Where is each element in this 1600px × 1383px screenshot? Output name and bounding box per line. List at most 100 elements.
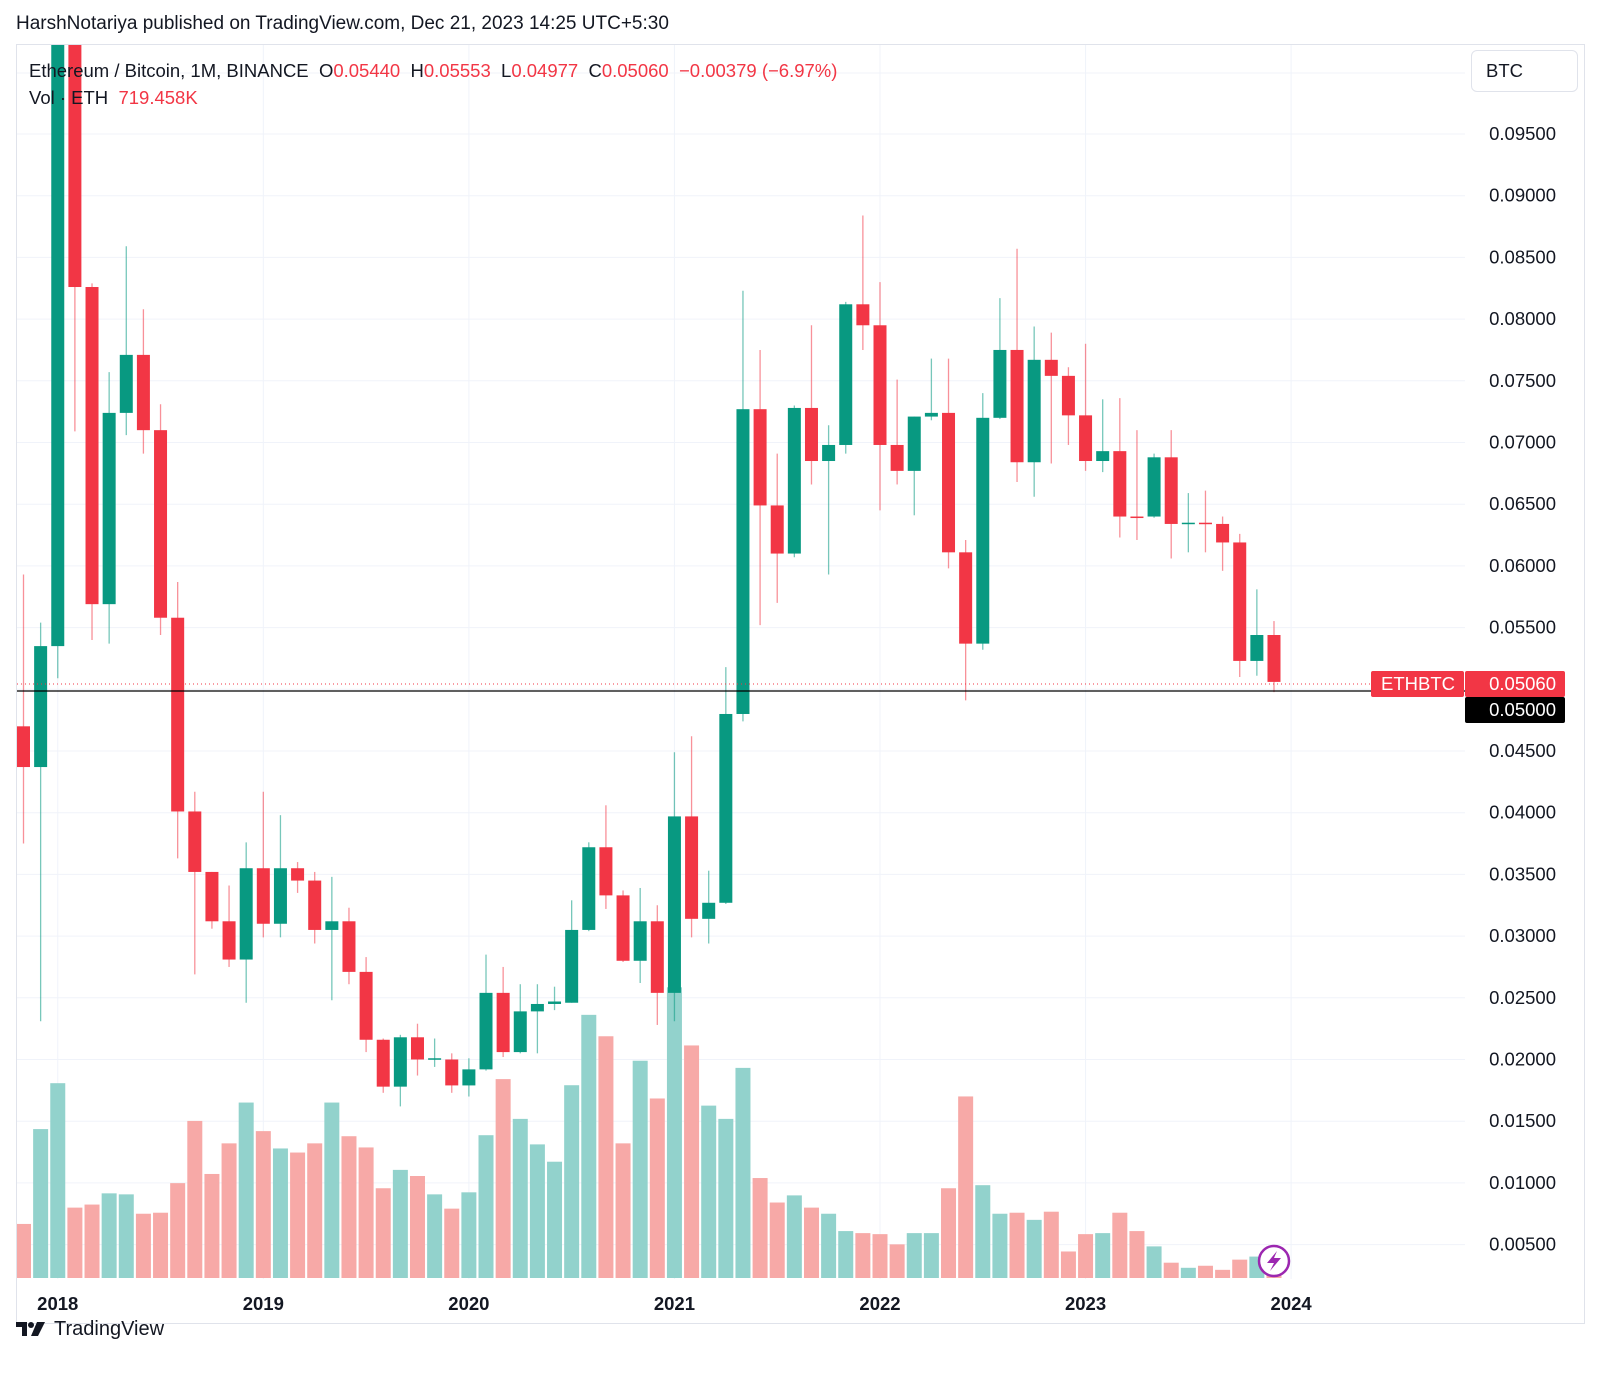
price-tick-label: 0.08000 (1489, 308, 1556, 329)
volume-bar (512, 1118, 528, 1278)
candle-body (188, 811, 202, 872)
tradingview-logo-icon (16, 1322, 45, 1336)
candle-body (582, 847, 596, 930)
time-tick-label: 2021 (654, 1293, 695, 1314)
volume-bar (409, 1176, 425, 1278)
volume-bar (1163, 1262, 1179, 1278)
candle-body (119, 354, 133, 413)
change-value: −0.00379 (−6.97%) (679, 60, 838, 81)
volume-bar (238, 1102, 254, 1278)
volume-bar (495, 1079, 511, 1278)
candle-body (839, 304, 853, 445)
volume-bar (786, 1195, 802, 1278)
candle-body (770, 505, 784, 554)
volume-bar (1026, 1219, 1042, 1278)
volume-label[interactable]: Vol · ETH (29, 87, 109, 108)
volume-bar (684, 1045, 700, 1278)
volume-bar (50, 1083, 66, 1278)
candle-body (376, 1039, 390, 1087)
volume-bar (272, 1148, 288, 1278)
volume-bar (649, 1098, 665, 1278)
volume-bar (1112, 1212, 1128, 1278)
volume-bar (461, 1192, 477, 1278)
volume-bar (427, 1194, 443, 1278)
candle-body (342, 921, 356, 972)
candle-body (1027, 359, 1041, 463)
open-label: O (318, 60, 334, 81)
candle-body (1216, 523, 1230, 543)
open-value: 0.05440 (333, 60, 401, 81)
candle-body (1113, 451, 1127, 517)
candle-body (256, 868, 270, 924)
candle-body (1096, 451, 1110, 462)
price-tick-label: 0.01500 (1489, 1110, 1556, 1131)
candle-body (822, 444, 836, 462)
candle-body (1147, 457, 1161, 517)
volume-bar (598, 1036, 614, 1278)
volume-bar (375, 1188, 391, 1278)
tradingview-brand: TradingView (54, 1317, 165, 1340)
candle-body (291, 868, 305, 881)
volume-bar (324, 1102, 340, 1278)
candle-body (959, 552, 973, 644)
candle-body (1198, 522, 1212, 525)
volume-bar (1197, 1265, 1213, 1278)
volume-bar (290, 1152, 306, 1278)
time-tick-label: 2019 (243, 1293, 284, 1314)
lightning-icon[interactable] (1257, 1244, 1291, 1278)
last-price-tag: 0.05060 (1465, 671, 1565, 697)
chart-frame[interactable] (16, 44, 1585, 1324)
volume-bar (135, 1213, 151, 1278)
candle-body (736, 409, 750, 714)
candle-body (530, 1003, 544, 1012)
volume-bar (923, 1233, 939, 1278)
volume-bar (170, 1183, 186, 1278)
price-axis: 0.09500 0.09000 0.08500 0.08000 0.07500 0.070… (1489, 123, 1556, 1255)
volume-bar (615, 1143, 631, 1278)
volume-bar (478, 1135, 494, 1278)
volume-bar (204, 1173, 220, 1278)
volume-bar (838, 1231, 854, 1278)
volume-bar (33, 1129, 49, 1278)
candle-body (753, 409, 767, 506)
volume-bar (821, 1213, 837, 1278)
price-tick-label: 0.03500 (1489, 863, 1556, 884)
candle-body (1250, 635, 1264, 661)
candle-body (136, 354, 150, 431)
candle-body (1079, 415, 1093, 462)
volume-bar (564, 1085, 580, 1278)
volume-bar (889, 1244, 905, 1278)
candle-body (51, 45, 65, 647)
price-tick-label: 0.08500 (1489, 246, 1556, 267)
candle-body (1181, 522, 1195, 525)
candle-body (445, 1059, 459, 1086)
candle-body (856, 304, 870, 326)
candle-body (890, 444, 904, 471)
volume-bar (1146, 1246, 1162, 1278)
price-tick-label: 0.04000 (1489, 802, 1556, 823)
volume-bar (1095, 1233, 1111, 1278)
candle-body (325, 921, 339, 930)
candle-body (34, 646, 48, 768)
ohlc-row: Ethereum / Bitcoin, 1M, BINANCE O0.05440… (29, 57, 837, 84)
volume-bar (958, 1096, 974, 1278)
volume-bar (187, 1120, 203, 1278)
candle-body (273, 868, 287, 924)
volume-bar (1009, 1212, 1025, 1278)
volume-bar (101, 1193, 117, 1278)
price-tick-label: 0.06000 (1489, 555, 1556, 576)
volume-bar (67, 1207, 83, 1278)
currency-button[interactable]: BTC (1471, 50, 1578, 92)
volume-bar (392, 1169, 408, 1278)
low-value: 0.04977 (511, 60, 579, 81)
tradingview-logo[interactable]: TradingView (16, 1316, 164, 1342)
chart-legend: Ethereum / Bitcoin, 1M, BINANCE O0.05440… (29, 57, 837, 111)
candle-body (907, 416, 921, 471)
time-tick-label: 2024 (1271, 1293, 1313, 1314)
candle-body (154, 430, 168, 618)
time-axis: 2018 2019 2020 2021 2022 2023 2024 (37, 1293, 1312, 1314)
symbol-description[interactable]: Ethereum / Bitcoin, 1M, BINANCE (29, 60, 309, 81)
price-tick-label: 0.09000 (1489, 185, 1556, 206)
volume-bar (701, 1105, 717, 1278)
